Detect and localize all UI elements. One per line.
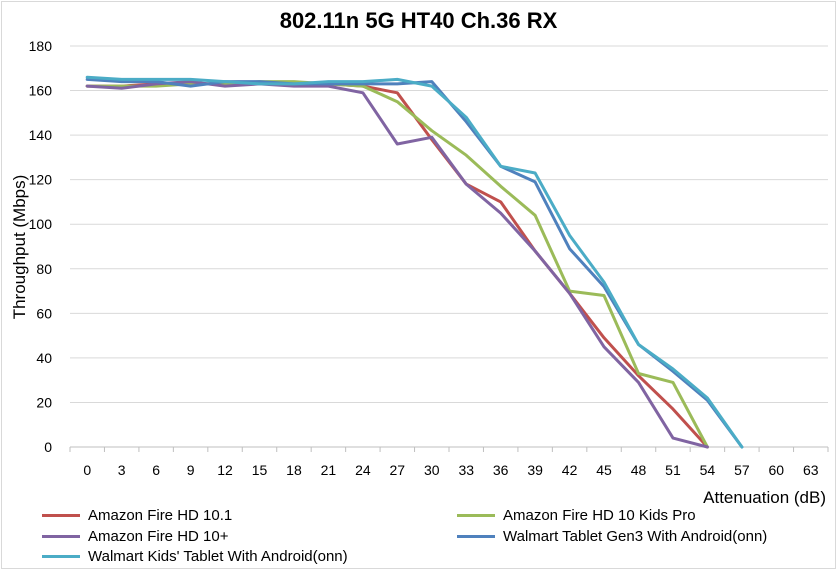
y-tick-labels: 0 20 40 60 80 100 120 140 160 180: [29, 38, 53, 455]
legend-item: Amazon Fire HD 10.1: [42, 505, 232, 525]
y-tick-label: 40: [36, 350, 52, 366]
x-tick-label: 63: [803, 462, 819, 478]
x-tick-label: 24: [355, 462, 371, 478]
legend-label: Walmart Kids' Tablet With Android(onn): [88, 547, 348, 565]
x-tick-label: 3: [118, 462, 126, 478]
x-tick-label: 51: [665, 462, 681, 478]
legend-swatch: [457, 513, 495, 517]
y-tick-label: 160: [29, 83, 53, 99]
x-tick-label: 54: [700, 462, 716, 478]
x-tick-label: 21: [321, 462, 337, 478]
y-tick-label: 80: [36, 261, 52, 277]
x-tick-label: 6: [152, 462, 160, 478]
y-axis-label: Throughput (Mbps): [10, 175, 29, 320]
series-line-4: [85, 75, 744, 449]
y-tick-label: 120: [29, 172, 53, 188]
x-tick-labels: 0 3 6 9 12 15 18 21 24 27 30 33 36 39 42 45 48 51 54 57 60 63: [83, 462, 818, 478]
x-axis-label: Attenuation (dB): [703, 488, 826, 507]
x-tick-label: 45: [596, 462, 612, 478]
x-tick-label: 27: [390, 462, 406, 478]
axes: [69, 446, 829, 452]
gridlines: [70, 45, 828, 403]
x-tick-label: 42: [562, 462, 578, 478]
y-tick-label: 20: [36, 394, 52, 410]
legend-label: Amazon Fire HD 10.1: [88, 506, 233, 524]
legend-item: Amazon Fire HD 10+: [42, 526, 228, 546]
legend-item: Amazon Fire HD 10 Kids Pro: [457, 505, 696, 525]
x-tick-label: 60: [769, 462, 785, 478]
x-tick-label: 0: [83, 462, 91, 478]
x-tick-label: 18: [286, 462, 302, 478]
series-lines: [85, 75, 744, 449]
x-tick-label: 15: [252, 462, 268, 478]
x-tick-label: 30: [424, 462, 440, 478]
x-tick-label: 39: [527, 462, 543, 478]
series-line-0: [85, 82, 709, 449]
legend-swatch: [457, 534, 495, 538]
legend-item: Walmart Tablet Gen3 With Android(onn): [457, 526, 767, 546]
legend-label: Amazon Fire HD 10 Kids Pro: [503, 506, 696, 524]
legend-swatch: [42, 534, 80, 538]
legend-item: Walmart Kids' Tablet With Android(onn): [42, 546, 348, 566]
y-tick-label: 180: [29, 38, 53, 54]
legend-label: Amazon Fire HD 10+: [88, 527, 229, 545]
x-tick-label: 33: [458, 462, 474, 478]
y-tick-label: 60: [36, 305, 52, 321]
chart-title: 802.11n 5G HT40 Ch.36 RX: [279, 8, 558, 33]
y-tick-label: 0: [44, 439, 52, 455]
x-tick-label: 9: [187, 462, 195, 478]
x-tick-label: 57: [734, 462, 750, 478]
y-tick-label: 140: [29, 127, 53, 143]
y-tick-label: 100: [29, 216, 53, 232]
series-line-2: [85, 80, 709, 449]
legend-swatch: [42, 513, 80, 517]
legend-label: Walmart Tablet Gen3 With Android(onn): [503, 527, 768, 545]
series-line-1: [85, 80, 709, 449]
x-tick-label: 36: [493, 462, 509, 478]
x-tick-label: 48: [631, 462, 647, 478]
x-tick-label: 12: [217, 462, 233, 478]
legend-swatch: [42, 554, 80, 558]
